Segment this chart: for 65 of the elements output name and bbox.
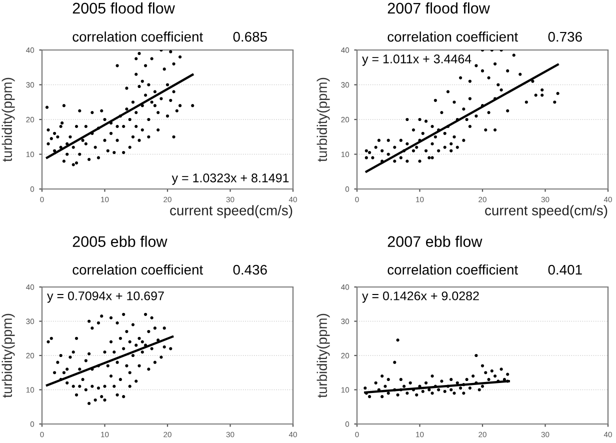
point (393, 360, 396, 364)
x-axis-title: current speed(cm/s) (170, 205, 292, 218)
text: 0.436 (233, 264, 267, 275)
point (484, 371, 488, 374)
point (478, 388, 481, 392)
annotation: y = 0.7094x + 10.697 (47, 291, 164, 303)
y-axis-title: turbidity(ppm) (316, 78, 330, 162)
point (396, 393, 400, 396)
point (428, 388, 431, 392)
point (462, 392, 466, 395)
y-axis-title: turbidity(ppm) (2, 314, 15, 398)
text: correlation coefficient (388, 264, 518, 275)
point (480, 384, 484, 388)
point (386, 378, 390, 382)
point (384, 384, 387, 388)
point (380, 374, 384, 378)
point (443, 390, 446, 394)
x-axis-title: current speed(cm/s) (485, 205, 608, 218)
annotation: y = 1.011x + 3.4464 (362, 54, 472, 66)
point (500, 368, 503, 371)
point (440, 380, 444, 383)
point (456, 381, 459, 384)
text: correlation coefficient (72, 264, 204, 275)
point (368, 395, 372, 398)
point (480, 364, 484, 368)
point (472, 374, 475, 378)
point (406, 392, 409, 395)
text: correlation coefficient (72, 31, 204, 42)
chart-title: 2007 flood flow (388, 2, 490, 14)
point (450, 388, 453, 392)
point (465, 378, 468, 382)
point (424, 381, 428, 384)
point (374, 381, 378, 384)
point (421, 390, 424, 394)
point (490, 369, 494, 372)
chart-title: 2007 ebb flow (388, 236, 482, 247)
text: 0.401 (548, 264, 582, 275)
point (415, 393, 418, 396)
point (399, 378, 402, 382)
text: 0.736 (548, 32, 582, 42)
point (468, 386, 472, 390)
text: 0.685 (233, 32, 267, 42)
point (430, 392, 434, 395)
point (474, 354, 478, 358)
point (493, 374, 497, 378)
chart-title: 2005 flood flow (72, 2, 175, 14)
point (380, 395, 384, 398)
point (408, 381, 412, 384)
text: correlation coefficient (388, 31, 518, 42)
y-axis-title: turbidity(ppm) (2, 78, 15, 162)
point (402, 384, 406, 388)
point (506, 372, 510, 376)
annotation: y = 1.0323x + 8.1491 (172, 174, 289, 185)
point (487, 378, 490, 382)
point (437, 388, 440, 392)
point (396, 338, 400, 342)
point (364, 386, 367, 390)
point (458, 386, 462, 390)
annotation: y = 0.1426x + 9.0282 (362, 291, 479, 303)
point (452, 392, 456, 395)
point (450, 378, 453, 382)
y-axis-title: turbidity(ppm) (316, 314, 330, 398)
chart-title: 2005 ebb flow (72, 236, 168, 247)
point (430, 374, 434, 378)
point (386, 392, 390, 395)
